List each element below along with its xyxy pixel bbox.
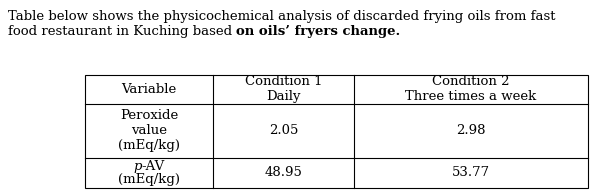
Text: 2.98: 2.98	[456, 124, 486, 137]
Text: (mEq/kg): (mEq/kg)	[118, 173, 180, 186]
Text: food restaurant in Kuching based: food restaurant in Kuching based	[8, 25, 236, 37]
Text: Variable: Variable	[121, 83, 177, 96]
Text: 48.95: 48.95	[265, 166, 303, 180]
Text: Peroxide
value
(mEq/kg): Peroxide value (mEq/kg)	[118, 109, 180, 152]
Text: on oils’ fryers change.: on oils’ fryers change.	[236, 25, 400, 37]
Text: Condition 2
Three times a week: Condition 2 Three times a week	[405, 75, 537, 103]
Text: 2.05: 2.05	[269, 124, 298, 137]
Text: 53.77: 53.77	[452, 166, 490, 180]
Text: -AV: -AV	[142, 160, 165, 173]
Text: Condition 1
Daily: Condition 1 Daily	[245, 75, 322, 103]
Text: Table below shows the physicochemical analysis of discarded frying oils from fas: Table below shows the physicochemical an…	[8, 10, 556, 23]
Text: p: p	[133, 160, 142, 173]
Bar	[85, 75, 588, 188]
